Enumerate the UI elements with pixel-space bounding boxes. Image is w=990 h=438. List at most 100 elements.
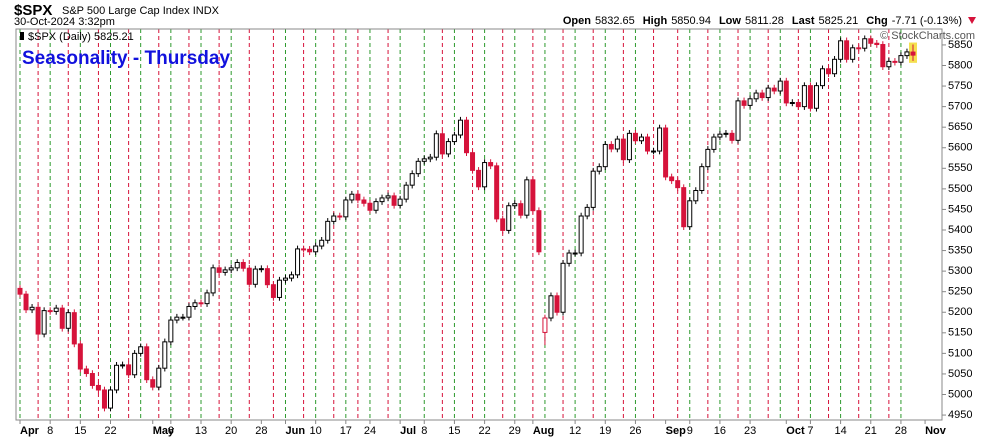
candle-body (500, 218, 506, 231)
candle-body (65, 312, 71, 329)
candle-body (711, 136, 717, 150)
candle-body (645, 136, 651, 152)
candle-body (524, 179, 530, 216)
candle-body (289, 274, 295, 279)
candle-body (741, 100, 747, 106)
candle-body (101, 389, 107, 409)
candle-body (801, 85, 807, 108)
candle-body (457, 119, 463, 136)
candle-body (807, 85, 813, 109)
candle-body (295, 248, 301, 276)
candle-body (210, 267, 216, 294)
candle-body (367, 202, 373, 211)
y-tick-label: 5400 (948, 224, 972, 236)
x-tick-label: 14 (834, 425, 846, 437)
candle-body (307, 248, 313, 253)
y-tick-label: 5350 (948, 244, 972, 256)
candle-body (735, 100, 741, 141)
candle-body (59, 307, 65, 329)
y-tick-label: 5300 (948, 265, 972, 277)
candle-body (216, 267, 222, 273)
candle-body (669, 176, 675, 182)
candle-body (445, 141, 451, 155)
candle-body (868, 38, 874, 44)
candle-body (71, 312, 77, 345)
candle-body (747, 98, 753, 106)
candle-body (717, 133, 723, 138)
candle-body (331, 215, 337, 222)
candle-body (620, 138, 626, 161)
candle-body (53, 307, 59, 312)
x-tick-label: 17 (340, 425, 352, 437)
candle-body (826, 68, 832, 75)
x-tick-label: 28 (895, 425, 907, 437)
candle-body (723, 132, 729, 135)
candle-body (23, 293, 29, 311)
x-tick-label: 6 (168, 425, 174, 437)
quote-value: -7.71 (-0.13%) (892, 15, 962, 27)
candle-body (771, 87, 777, 92)
candle-body (632, 132, 638, 142)
candle-body (391, 195, 397, 206)
candle-body (542, 317, 548, 333)
x-tick-label: 19 (599, 425, 611, 437)
candle-body (276, 279, 282, 298)
quote: Open 5832.65 High 5850.94 Low 5811.28 Last 5825… (563, 15, 962, 27)
candle-body (132, 352, 138, 376)
timestamp: 30-Oct-2024 3:32pm (14, 16, 115, 28)
candle-body (464, 119, 469, 154)
candle-body (548, 295, 554, 319)
candle-body (343, 199, 349, 218)
candle-body (168, 319, 174, 343)
candle-body (240, 261, 246, 269)
candle-body (162, 341, 168, 369)
candle-body (759, 92, 765, 99)
plot-frame (15, 28, 943, 421)
candle-body (886, 60, 892, 68)
candle-body (765, 87, 771, 99)
candle-body (638, 136, 644, 142)
candle-body (138, 346, 144, 354)
quote-value: 5850.94 (671, 15, 711, 27)
candle-body (313, 245, 319, 253)
quote-value: 5811.28 (745, 15, 784, 27)
y-tick-label: 5750 (948, 80, 972, 92)
candle-body (451, 134, 457, 143)
candle-body (234, 261, 240, 269)
quote-label: Chg (866, 15, 887, 27)
x-tick-label: 22 (478, 425, 490, 437)
candle-body (789, 102, 795, 105)
legend: $SPX (Daily) 5825.21 (28, 31, 134, 43)
y-tick-label: 5050 (948, 368, 972, 380)
candle-body (681, 187, 687, 228)
candle-body (488, 162, 494, 167)
candle-body (663, 127, 669, 178)
candle-body (180, 316, 186, 319)
candle-body (144, 346, 150, 381)
candle-body (813, 85, 819, 109)
candle-body (874, 42, 880, 46)
candle-body (795, 102, 801, 108)
candle-body (246, 267, 252, 285)
candle-body (228, 267, 234, 271)
candle-body (584, 206, 590, 217)
x-tick-label: 9 (687, 425, 693, 437)
candle-body (126, 364, 132, 376)
chart-title: Seasonality - Thursday (22, 48, 230, 69)
y-tick-label: 5600 (948, 142, 972, 154)
candle-body (83, 368, 89, 375)
y-tick-label: 5850 (948, 39, 972, 51)
candles (17, 35, 917, 412)
candle-body (319, 239, 325, 247)
x-tick-label: 23 (744, 425, 756, 437)
candle-body (560, 262, 566, 313)
candle-body (47, 310, 53, 313)
candle-body (301, 248, 307, 251)
x-tick-label: Sep (666, 425, 686, 437)
candle-body (590, 170, 596, 208)
candle-body (614, 138, 620, 150)
y-tick-label: 5650 (948, 121, 972, 133)
candle-body (675, 180, 681, 189)
candle-body (819, 68, 825, 87)
